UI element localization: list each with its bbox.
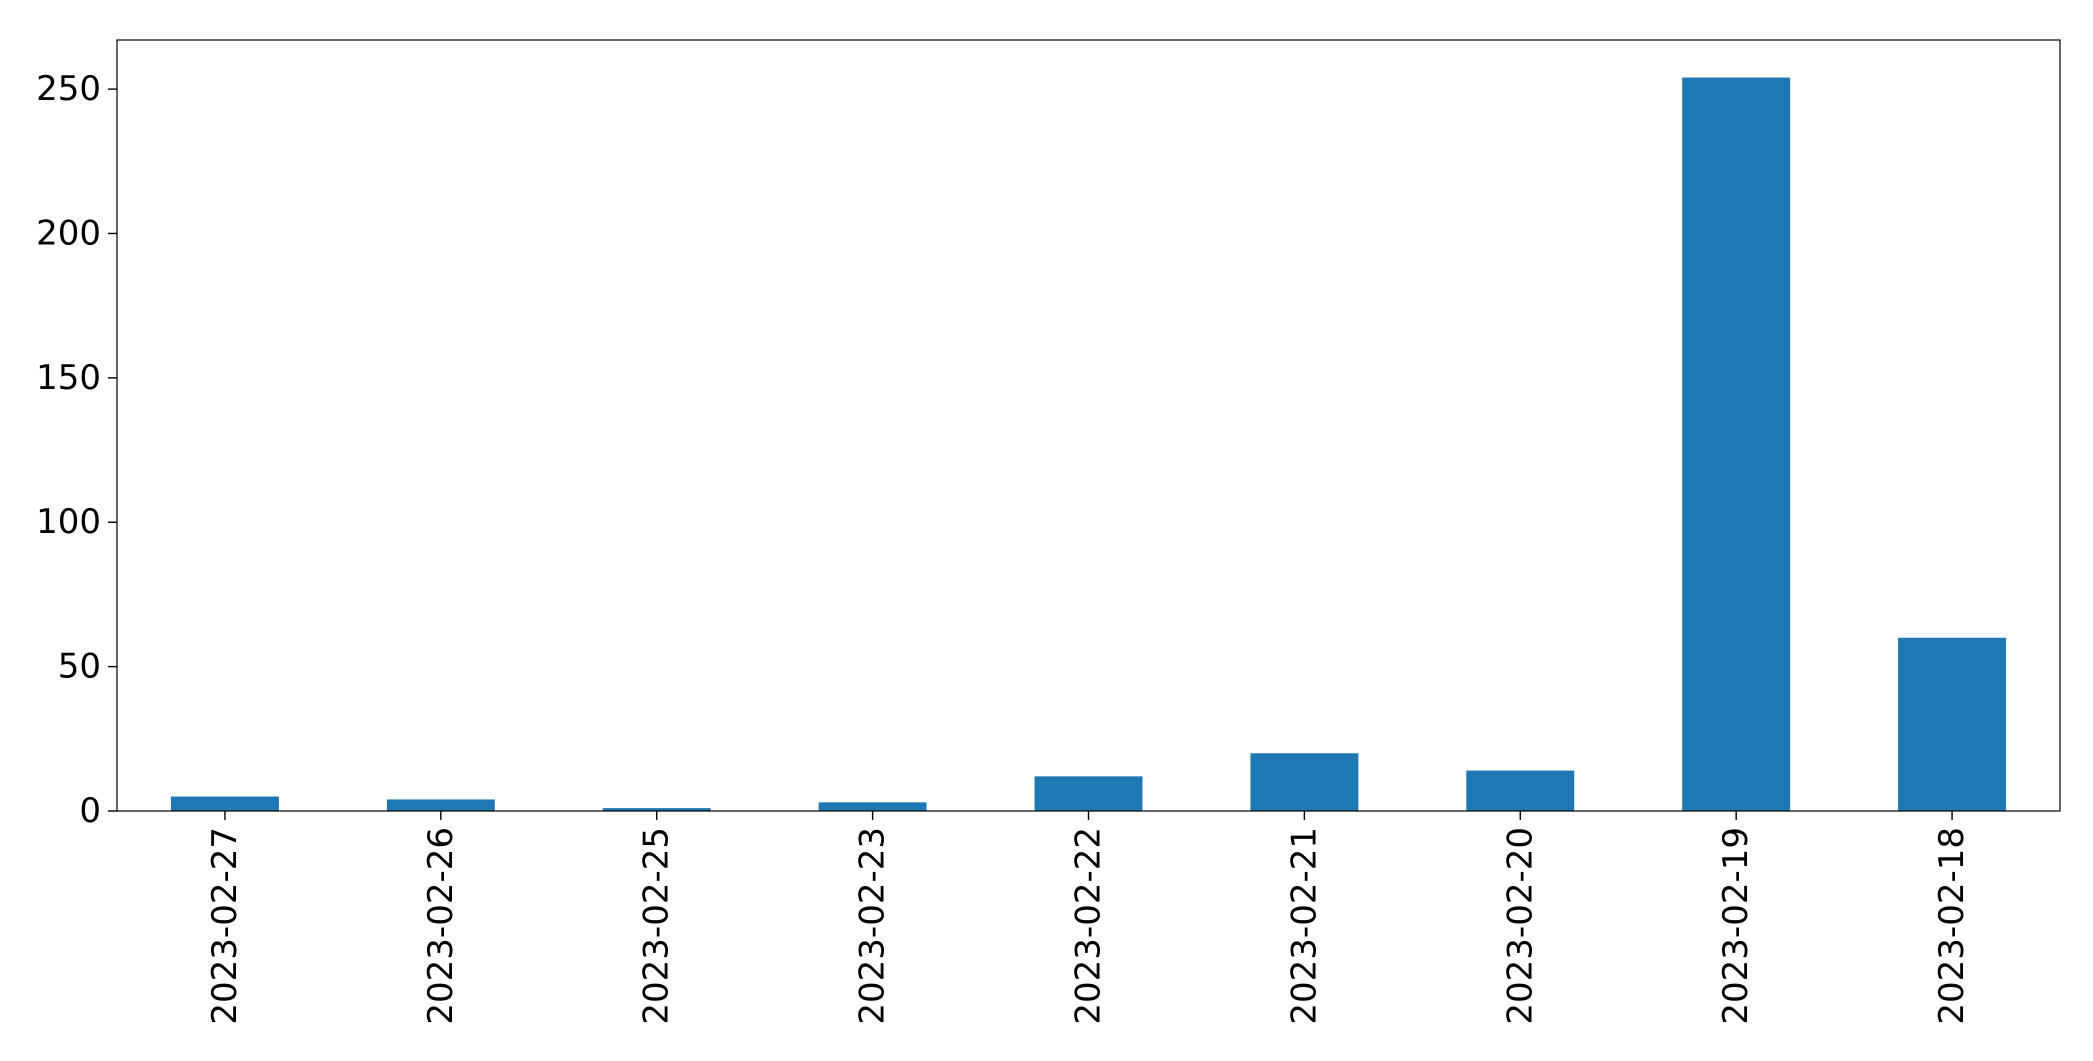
x-tick-label-2023-02-20: 2023-02-20 [1500, 827, 1540, 1025]
bar-2023-02-19 [1682, 77, 1791, 812]
x-tick-label-2023-02-23: 2023-02-23 [853, 827, 893, 1025]
x-tick-label-2023-02-26: 2023-02-26 [421, 827, 461, 1025]
y-axis: 0 50 100 150 200 250 [36, 69, 117, 831]
y-tick-label-50: 50 [58, 647, 101, 687]
y-tick-label-0: 0 [79, 791, 101, 831]
x-tick-label-2023-02-19: 2023-02-19 [1716, 827, 1756, 1025]
bar-2023-02-23 [818, 802, 927, 811]
bar-2023-02-27 [170, 796, 279, 811]
y-tick-label-150: 150 [36, 358, 101, 398]
bar-2023-02-18 [1898, 637, 2007, 811]
x-tick-label-2023-02-21: 2023-02-21 [1284, 827, 1324, 1025]
bars-group [170, 77, 2007, 812]
y-tick-label-250: 250 [36, 69, 101, 109]
x-tick-label-2023-02-27: 2023-02-27 [205, 827, 245, 1025]
bar-2023-02-21 [1250, 753, 1359, 811]
y-tick-label-200: 200 [36, 213, 101, 253]
y-tick-label-100: 100 [36, 502, 101, 542]
bar-2023-02-25 [602, 808, 711, 811]
x-tick-label-2023-02-25: 2023-02-25 [637, 827, 677, 1025]
plot-frame [116, 39, 2061, 812]
x-tick-label-2023-02-22: 2023-02-22 [1069, 827, 1109, 1025]
bar-2023-02-26 [386, 799, 495, 811]
bar-2023-02-22 [1034, 776, 1143, 811]
x-axis: 2023-02-27 2023-02-26 2023-02-25 2023-02-23… [205, 811, 1972, 1025]
x-tick-label-2023-02-18: 2023-02-18 [1932, 827, 1972, 1025]
bar-2023-02-20 [1466, 770, 1575, 811]
